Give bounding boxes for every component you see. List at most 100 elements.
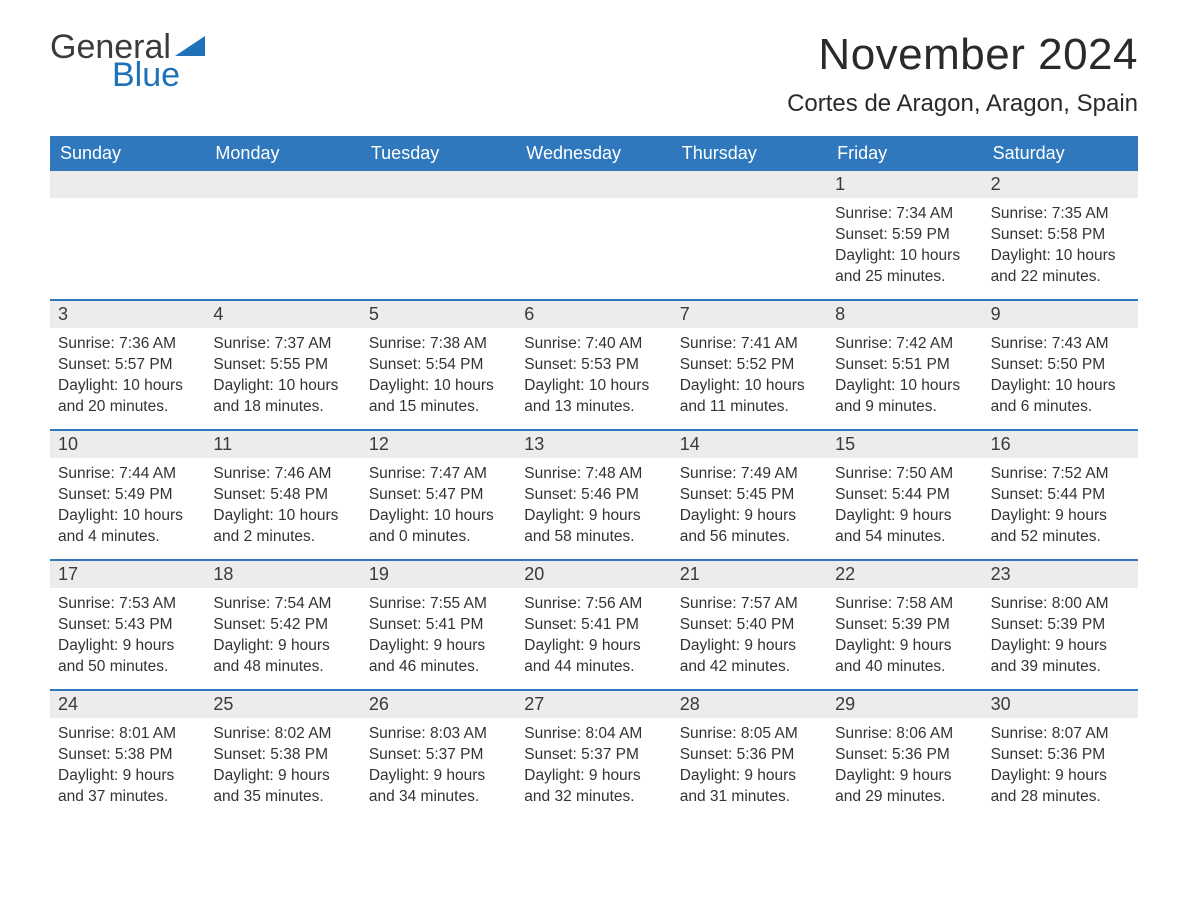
daylight-text-line2: and 56 minutes.: [680, 527, 819, 548]
calendar-cell: [516, 171, 671, 299]
calendar-cell: 16Sunrise: 7:52 AMSunset: 5:44 PMDayligh…: [983, 431, 1138, 559]
sunrise-text: Sunrise: 7:48 AM: [524, 464, 663, 485]
calendar-week: 10Sunrise: 7:44 AMSunset: 5:49 PMDayligh…: [50, 429, 1138, 559]
calendar-cell: 20Sunrise: 7:56 AMSunset: 5:41 PMDayligh…: [516, 561, 671, 689]
day-number: 27: [516, 691, 671, 718]
daylight-text-line1: Daylight: 9 hours: [213, 636, 352, 657]
sunset-text: Sunset: 5:55 PM: [213, 355, 352, 376]
sunset-text: Sunset: 5:38 PM: [58, 745, 197, 766]
day-number: 24: [50, 691, 205, 718]
sunrise-text: Sunrise: 8:05 AM: [680, 724, 819, 745]
day-details: Sunrise: 7:54 AMSunset: 5:42 PMDaylight:…: [205, 588, 360, 682]
calendar-cell: 27Sunrise: 8:04 AMSunset: 5:37 PMDayligh…: [516, 691, 671, 819]
sunrise-text: Sunrise: 8:06 AM: [835, 724, 974, 745]
calendar-cell: 12Sunrise: 7:47 AMSunset: 5:47 PMDayligh…: [361, 431, 516, 559]
daylight-text-line1: Daylight: 9 hours: [58, 636, 197, 657]
day-number: 4: [205, 301, 360, 328]
calendar-cell: 24Sunrise: 8:01 AMSunset: 5:38 PMDayligh…: [50, 691, 205, 819]
sunrise-text: Sunrise: 8:04 AM: [524, 724, 663, 745]
sunset-text: Sunset: 5:48 PM: [213, 485, 352, 506]
daylight-text-line1: Daylight: 9 hours: [213, 766, 352, 787]
daylight-text-line2: and 34 minutes.: [369, 787, 508, 808]
daylight-text-line1: Daylight: 9 hours: [991, 766, 1130, 787]
calendar-body: 1Sunrise: 7:34 AMSunset: 5:59 PMDaylight…: [50, 171, 1138, 819]
daylight-text-line2: and 31 minutes.: [680, 787, 819, 808]
calendar-cell: 3Sunrise: 7:36 AMSunset: 5:57 PMDaylight…: [50, 301, 205, 429]
day-number: 10: [50, 431, 205, 458]
day-details: Sunrise: 7:37 AMSunset: 5:55 PMDaylight:…: [205, 328, 360, 422]
sunrise-text: Sunrise: 7:46 AM: [213, 464, 352, 485]
day-details: Sunrise: 7:47 AMSunset: 5:47 PMDaylight:…: [361, 458, 516, 552]
day-number: 28: [672, 691, 827, 718]
day-number: 6: [516, 301, 671, 328]
daylight-text-line2: and 25 minutes.: [835, 267, 974, 288]
sunset-text: Sunset: 5:53 PM: [524, 355, 663, 376]
calendar-cell: 2Sunrise: 7:35 AMSunset: 5:58 PMDaylight…: [983, 171, 1138, 299]
calendar-cell: 23 Sunrise: 8:00 AMSunset: 5:39 PMDayligh…: [983, 561, 1138, 689]
page-header: General Blue November 2024 Cortes de Ara…: [50, 30, 1138, 118]
sunrise-text: Sunrise: 7:34 AM: [835, 204, 974, 225]
sunset-text: Sunset: 5:54 PM: [369, 355, 508, 376]
dayname-saturday: Saturday: [983, 136, 1138, 171]
calendar-cell: 7Sunrise: 7:41 AMSunset: 5:52 PMDaylight…: [672, 301, 827, 429]
day-number: 22: [827, 561, 982, 588]
calendar-week: 1Sunrise: 7:34 AMSunset: 5:59 PMDaylight…: [50, 171, 1138, 299]
daylight-text-line1: Daylight: 9 hours: [58, 766, 197, 787]
daylight-text-line2: and 46 minutes.: [369, 657, 508, 678]
sail-icon: [175, 36, 205, 56]
daylight-text-line1: Daylight: 9 hours: [680, 506, 819, 527]
daylight-text-line1: Daylight: 10 hours: [369, 376, 508, 397]
sunset-text: Sunset: 5:41 PM: [369, 615, 508, 636]
daylight-text-line2: and 32 minutes.: [524, 787, 663, 808]
daylight-text-line1: Daylight: 10 hours: [835, 376, 974, 397]
daylight-text-line2: and 39 minutes.: [991, 657, 1130, 678]
sunset-text: Sunset: 5:45 PM: [680, 485, 819, 506]
daylight-text-line2: and 4 minutes.: [58, 527, 197, 548]
sunset-text: Sunset: 5:50 PM: [991, 355, 1130, 376]
empty-day-bar: [50, 171, 205, 198]
day-details: Sunrise: 7:40 AMSunset: 5:53 PMDaylight:…: [516, 328, 671, 422]
day-details: Sunrise: 7:49 AMSunset: 5:45 PMDaylight:…: [672, 458, 827, 552]
calendar-cell: 25Sunrise: 8:02 AMSunset: 5:38 PMDayligh…: [205, 691, 360, 819]
day-details: Sunrise: 7:55 AMSunset: 5:41 PMDaylight:…: [361, 588, 516, 682]
daylight-text-line1: Daylight: 9 hours: [991, 636, 1130, 657]
day-number: 20: [516, 561, 671, 588]
sunset-text: Sunset: 5:36 PM: [991, 745, 1130, 766]
calendar-cell: [50, 171, 205, 299]
sunset-text: Sunset: 5:59 PM: [835, 225, 974, 246]
sunrise-text: Sunrise: 7:53 AM: [58, 594, 197, 615]
dayname-monday: Monday: [205, 136, 360, 171]
daylight-text-line2: and 58 minutes.: [524, 527, 663, 548]
calendar-cell: 18Sunrise: 7:54 AMSunset: 5:42 PMDayligh…: [205, 561, 360, 689]
day-number: 7: [672, 301, 827, 328]
daylight-text-line2: and 50 minutes.: [58, 657, 197, 678]
day-number: 23: [983, 561, 1138, 588]
day-number: 18: [205, 561, 360, 588]
sunrise-text: Sunrise: 8:00 AM: [991, 594, 1130, 615]
sunrise-text: Sunrise: 8:03 AM: [369, 724, 508, 745]
daylight-text-line1: Daylight: 10 hours: [991, 246, 1130, 267]
daylight-text-line1: Daylight: 9 hours: [524, 506, 663, 527]
daylight-text-line1: Daylight: 9 hours: [524, 766, 663, 787]
daylight-text-line2: and 52 minutes.: [991, 527, 1130, 548]
sunset-text: Sunset: 5:37 PM: [369, 745, 508, 766]
sunrise-text: Sunrise: 7:49 AM: [680, 464, 819, 485]
dayname-tuesday: Tuesday: [361, 136, 516, 171]
daylight-text-line2: and 15 minutes.: [369, 397, 508, 418]
calendar-week: 24Sunrise: 8:01 AMSunset: 5:38 PMDayligh…: [50, 689, 1138, 819]
sunset-text: Sunset: 5:39 PM: [991, 615, 1130, 636]
day-details: Sunrise: 8:05 AMSunset: 5:36 PMDaylight:…: [672, 718, 827, 812]
daylight-text-line2: and 2 minutes.: [213, 527, 352, 548]
day-details: Sunrise: 7:44 AMSunset: 5:49 PMDaylight:…: [50, 458, 205, 552]
daylight-text-line2: and 22 minutes.: [991, 267, 1130, 288]
day-number: 12: [361, 431, 516, 458]
sunset-text: Sunset: 5:46 PM: [524, 485, 663, 506]
day-details: Sunrise: 8:03 AMSunset: 5:37 PMDaylight:…: [361, 718, 516, 812]
daylight-text-line2: and 48 minutes.: [213, 657, 352, 678]
day-number: 19: [361, 561, 516, 588]
day-details: Sunrise: 7:53 AMSunset: 5:43 PMDaylight:…: [50, 588, 205, 682]
calendar-cell: 29Sunrise: 8:06 AMSunset: 5:36 PMDayligh…: [827, 691, 982, 819]
sunset-text: Sunset: 5:39 PM: [835, 615, 974, 636]
sunrise-text: Sunrise: 7:55 AM: [369, 594, 508, 615]
title-block: November 2024 Cortes de Aragon, Aragon, …: [787, 30, 1138, 118]
